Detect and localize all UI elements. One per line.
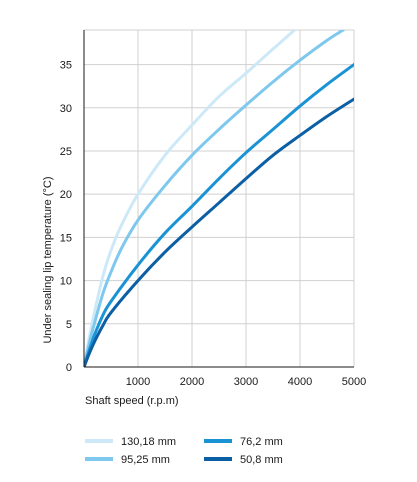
legend-label: 50,8 mm — [240, 454, 283, 466]
x-tick-label: 2000 — [180, 376, 204, 388]
legend-label: 76,2 mm — [240, 436, 283, 448]
series-line-2 — [84, 63, 354, 367]
x-tick-label: 4000 — [288, 376, 312, 388]
series-line-1 — [84, 30, 345, 367]
y-tick-labels: 0 5 10 15 20 25 30 35 — [60, 60, 72, 374]
y-axis-label: Under sealing lip temperature (°C) — [42, 176, 54, 343]
series-line-3 — [84, 97, 354, 367]
y-tick-label: 15 — [60, 232, 72, 244]
x-tick-labels: 1000 2000 3000 4000 5000 — [126, 376, 366, 388]
x-tick-label: 3000 — [234, 376, 258, 388]
series-line-0 — [84, 30, 297, 367]
series-lines — [84, 30, 354, 367]
y-tick-label: 30 — [60, 103, 72, 115]
y-tick-label: 10 — [60, 276, 72, 288]
legend-label: 95,25 mm — [121, 454, 170, 466]
y-tick-label: 25 — [60, 146, 72, 158]
x-tick-label: 1000 — [126, 376, 150, 388]
y-tick-label: 35 — [60, 60, 72, 72]
x-tick-label: 5000 — [342, 376, 366, 388]
axes — [83, 30, 354, 368]
x-axis-label: Shaft speed (r.p.m) — [85, 395, 179, 407]
y-tick-label: 5 — [66, 319, 72, 331]
legend-label: 130,18 mm — [121, 436, 176, 448]
y-tick-label: 0 — [66, 362, 72, 374]
grid-lines — [84, 29, 355, 367]
legend: 130,18 mm 95,25 mm 76,2 mm 50,8 mm — [85, 436, 283, 466]
y-tick-label: 20 — [60, 189, 72, 201]
